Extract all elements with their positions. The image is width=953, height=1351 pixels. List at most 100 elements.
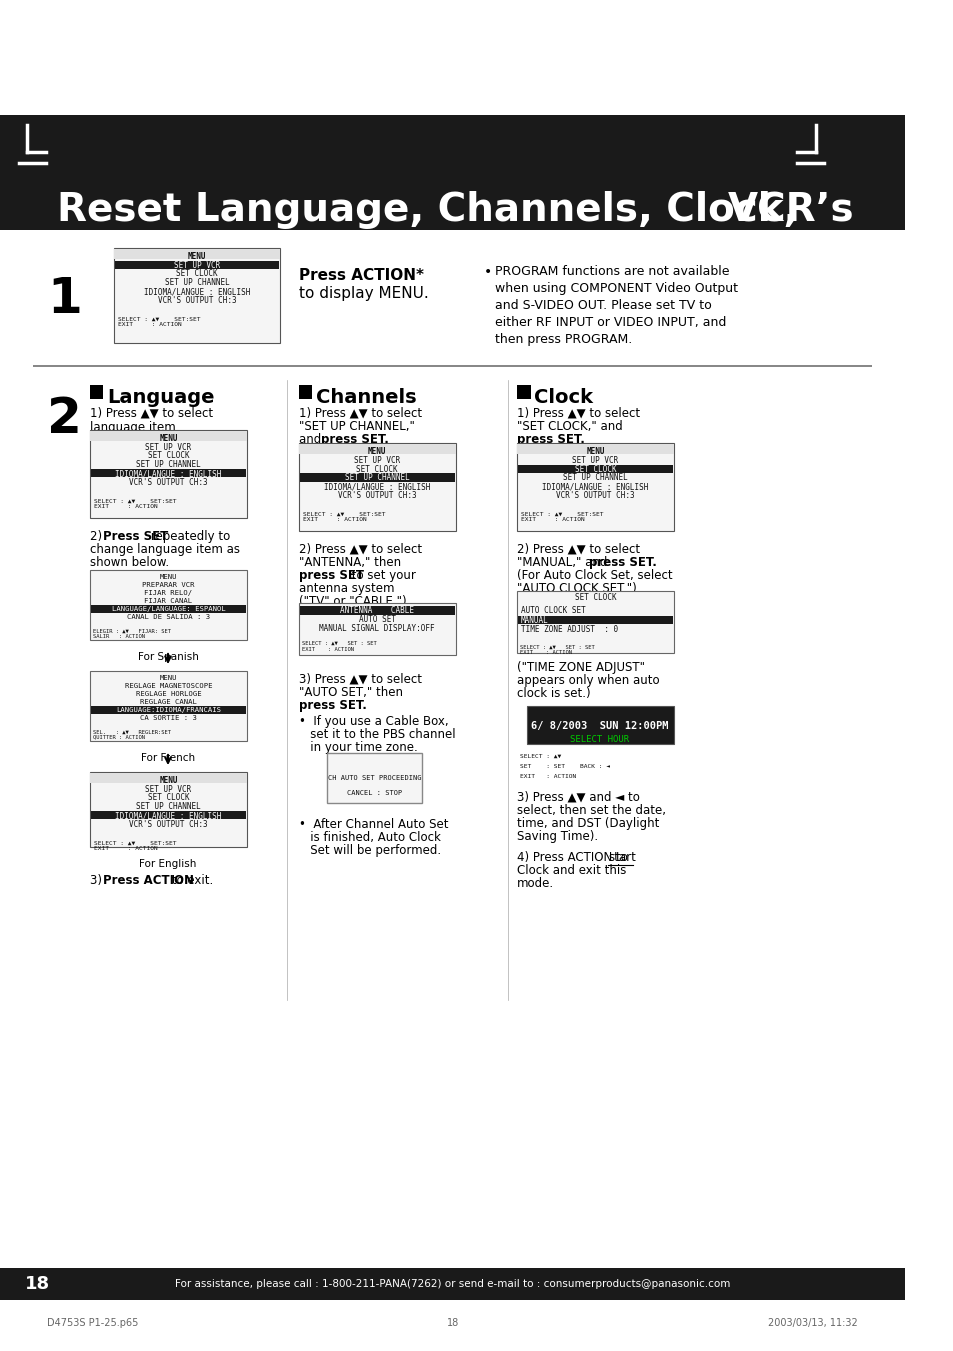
Text: 6/ 8/2003  SUN 12:00PM: 6/ 8/2003 SUN 12:00PM	[531, 721, 668, 731]
Text: PREPARAR VCR: PREPARAR VCR	[142, 582, 194, 588]
Text: EXIT     : ACTION: EXIT : ACTION	[93, 846, 157, 851]
Text: VCR'S OUTPUT CH:3: VCR'S OUTPUT CH:3	[157, 296, 236, 305]
Text: AUTO SET: AUTO SET	[358, 615, 395, 624]
Text: For French: For French	[141, 753, 195, 763]
Text: SET CLOCK: SET CLOCK	[148, 451, 189, 461]
Text: 1: 1	[48, 276, 82, 323]
Text: EXIT    : ACTION: EXIT : ACTION	[519, 650, 572, 655]
Text: 1) Press ▲▼ to select: 1) Press ▲▼ to select	[91, 407, 213, 420]
Text: SET UP VCR: SET UP VCR	[572, 455, 618, 465]
Text: "AUTO CLOCK SET."): "AUTO CLOCK SET.")	[517, 582, 637, 594]
Text: repeatedly to: repeatedly to	[147, 530, 230, 543]
Text: ("TV" or "CABLE."): ("TV" or "CABLE.")	[298, 594, 406, 608]
Text: EXIT   : ACTION: EXIT : ACTION	[519, 774, 576, 778]
Text: SET UP CHANNEL: SET UP CHANNEL	[136, 461, 201, 469]
Text: IDIOMA/LANGUE : ENGLISH: IDIOMA/LANGUE : ENGLISH	[115, 469, 221, 478]
Text: MENU: MENU	[159, 574, 177, 580]
Text: QUITTER : ACTION: QUITTER : ACTION	[93, 735, 145, 740]
Bar	[526, 707, 673, 744]
Text: For Spanish: For Spanish	[138, 653, 199, 662]
Text: EXIT     : ACTION: EXIT : ACTION	[117, 322, 181, 327]
Bar	[33, 365, 871, 367]
Text: 1) Press ▲▼ to select: 1) Press ▲▼ to select	[298, 407, 421, 420]
Bar	[517, 385, 530, 399]
Text: start: start	[608, 851, 636, 865]
Bar	[517, 590, 673, 653]
Bar	[91, 605, 246, 612]
Text: "AUTO SET," then: "AUTO SET," then	[298, 686, 402, 698]
Text: REGLAGE HORLOGE: REGLAGE HORLOGE	[135, 690, 201, 697]
Text: SELECT : ▲▼: SELECT : ▲▼	[519, 754, 560, 758]
Bar	[91, 431, 247, 440]
Text: and: and	[298, 434, 325, 446]
Text: "ANTENNA," then: "ANTENNA," then	[298, 557, 400, 569]
Text: ELEGIR : ▲▼   FIJAR: SET: ELEGIR : ▲▼ FIJAR: SET	[93, 628, 171, 634]
Bar	[91, 671, 247, 740]
Bar	[298, 444, 456, 454]
Text: MENU: MENU	[159, 674, 177, 681]
Text: press SET: press SET	[298, 569, 364, 582]
Text: SET UP CHANNEL: SET UP CHANNEL	[165, 278, 229, 288]
Text: VCR'S OUTPUT CH:3: VCR'S OUTPUT CH:3	[556, 490, 635, 500]
Text: MENU: MENU	[586, 447, 604, 455]
Text: CANCEL : STOP: CANCEL : STOP	[347, 790, 402, 796]
Text: EXIT     : ACTION: EXIT : ACTION	[302, 517, 366, 521]
Text: SET UP CHANNEL: SET UP CHANNEL	[136, 802, 201, 812]
Text: 4) Press ACTION to: 4) Press ACTION to	[517, 851, 631, 865]
Text: FIJAR RELO/: FIJAR RELO/	[144, 590, 193, 596]
Bar	[91, 774, 247, 782]
Text: IDIOMA/LANGUE : ENGLISH: IDIOMA/LANGUE : ENGLISH	[324, 482, 430, 492]
Text: 2) Press ▲▼ to select: 2) Press ▲▼ to select	[298, 543, 421, 557]
Text: change language item as: change language item as	[91, 543, 240, 557]
Text: to set your: to set your	[348, 569, 416, 582]
Text: MENU: MENU	[159, 775, 177, 785]
Bar	[91, 469, 246, 477]
Text: SALIR   : ACTION: SALIR : ACTION	[93, 634, 145, 639]
Bar	[517, 616, 672, 624]
Text: ANTENNA    CABLE: ANTENNA CABLE	[340, 607, 414, 615]
Text: clock is set.): clock is set.)	[517, 688, 590, 700]
Text: 18: 18	[26, 1275, 51, 1293]
Text: Language: Language	[107, 388, 214, 407]
Text: SET UP VCR: SET UP VCR	[145, 785, 192, 793]
Text: in your time zone.: in your time zone.	[298, 740, 417, 754]
Text: SET CLOCK: SET CLOCK	[356, 465, 397, 473]
Text: 3) Press ▲▼ to select: 3) Press ▲▼ to select	[298, 673, 421, 686]
Text: IDIOMA/LANGUE : ENGLISH: IDIOMA/LANGUE : ENGLISH	[144, 288, 250, 296]
Text: (For Auto Clock Set, select: (For Auto Clock Set, select	[517, 569, 672, 582]
Text: "MANUAL," and: "MANUAL," and	[517, 557, 611, 569]
Text: PROGRAM functions are not available
when using COMPONENT Video Output
and S-VIDE: PROGRAM functions are not available when…	[495, 265, 738, 346]
Text: shown below.: shown below.	[91, 557, 169, 569]
Bar	[299, 607, 455, 615]
Text: 2: 2	[48, 394, 82, 443]
Text: For assistance, please call : 1-800-211-PANA(7262) or send e-mail to : consumerp: For assistance, please call : 1-800-211-…	[174, 1279, 730, 1289]
Text: Channels: Channels	[315, 388, 416, 407]
Text: Press ACTION: Press ACTION	[103, 874, 194, 888]
Text: SELECT : ▲▼   SET : SET: SELECT : ▲▼ SET : SET	[301, 642, 376, 646]
Text: FIJAR CANAL: FIJAR CANAL	[144, 598, 193, 604]
Text: SELECT : ▲▼    SET:SET: SELECT : ▲▼ SET:SET	[302, 512, 385, 516]
Text: IDIOMA/LANGUE : ENGLISH: IDIOMA/LANGUE : ENGLISH	[115, 811, 221, 820]
Text: REGLAGE MAGNETOSCOPE: REGLAGE MAGNETOSCOPE	[125, 682, 212, 689]
Text: MANUAL: MANUAL	[520, 616, 548, 624]
Bar	[517, 444, 673, 454]
Text: SET CLOCK: SET CLOCK	[176, 269, 217, 278]
Text: press SET.: press SET.	[589, 557, 657, 569]
Text: mode.: mode.	[517, 877, 554, 890]
Bar	[298, 443, 456, 531]
Text: VCR’s: VCR’s	[727, 190, 853, 230]
Text: VCR'S OUTPUT CH:3: VCR'S OUTPUT CH:3	[337, 490, 416, 500]
Bar	[91, 771, 247, 847]
Text: LANGUAGE/LANGUAGE: ESPANOL: LANGUAGE/LANGUAGE: ESPANOL	[112, 605, 225, 612]
Text: 2003/03/13, 11:32: 2003/03/13, 11:32	[767, 1319, 857, 1328]
Text: Set will be performed.: Set will be performed.	[298, 844, 440, 857]
Text: For English: For English	[139, 859, 196, 869]
Text: Press ACTION*: Press ACTION*	[298, 267, 423, 282]
Text: AUTO CLOCK SET: AUTO CLOCK SET	[520, 607, 585, 615]
Text: •  If you use a Cable Box,: • If you use a Cable Box,	[298, 715, 448, 728]
Text: IDIOMA/LANGUE : ENGLISH: IDIOMA/LANGUE : ENGLISH	[542, 482, 648, 492]
Text: SEL.   : ▲▼   REGLER:SET: SEL. : ▲▼ REGLER:SET	[93, 730, 171, 735]
Text: SELECT : ▲▼    SET:SET: SELECT : ▲▼ SET:SET	[93, 499, 176, 504]
Bar	[0, 115, 904, 230]
Text: D4753S P1-25.p65: D4753S P1-25.p65	[48, 1319, 139, 1328]
